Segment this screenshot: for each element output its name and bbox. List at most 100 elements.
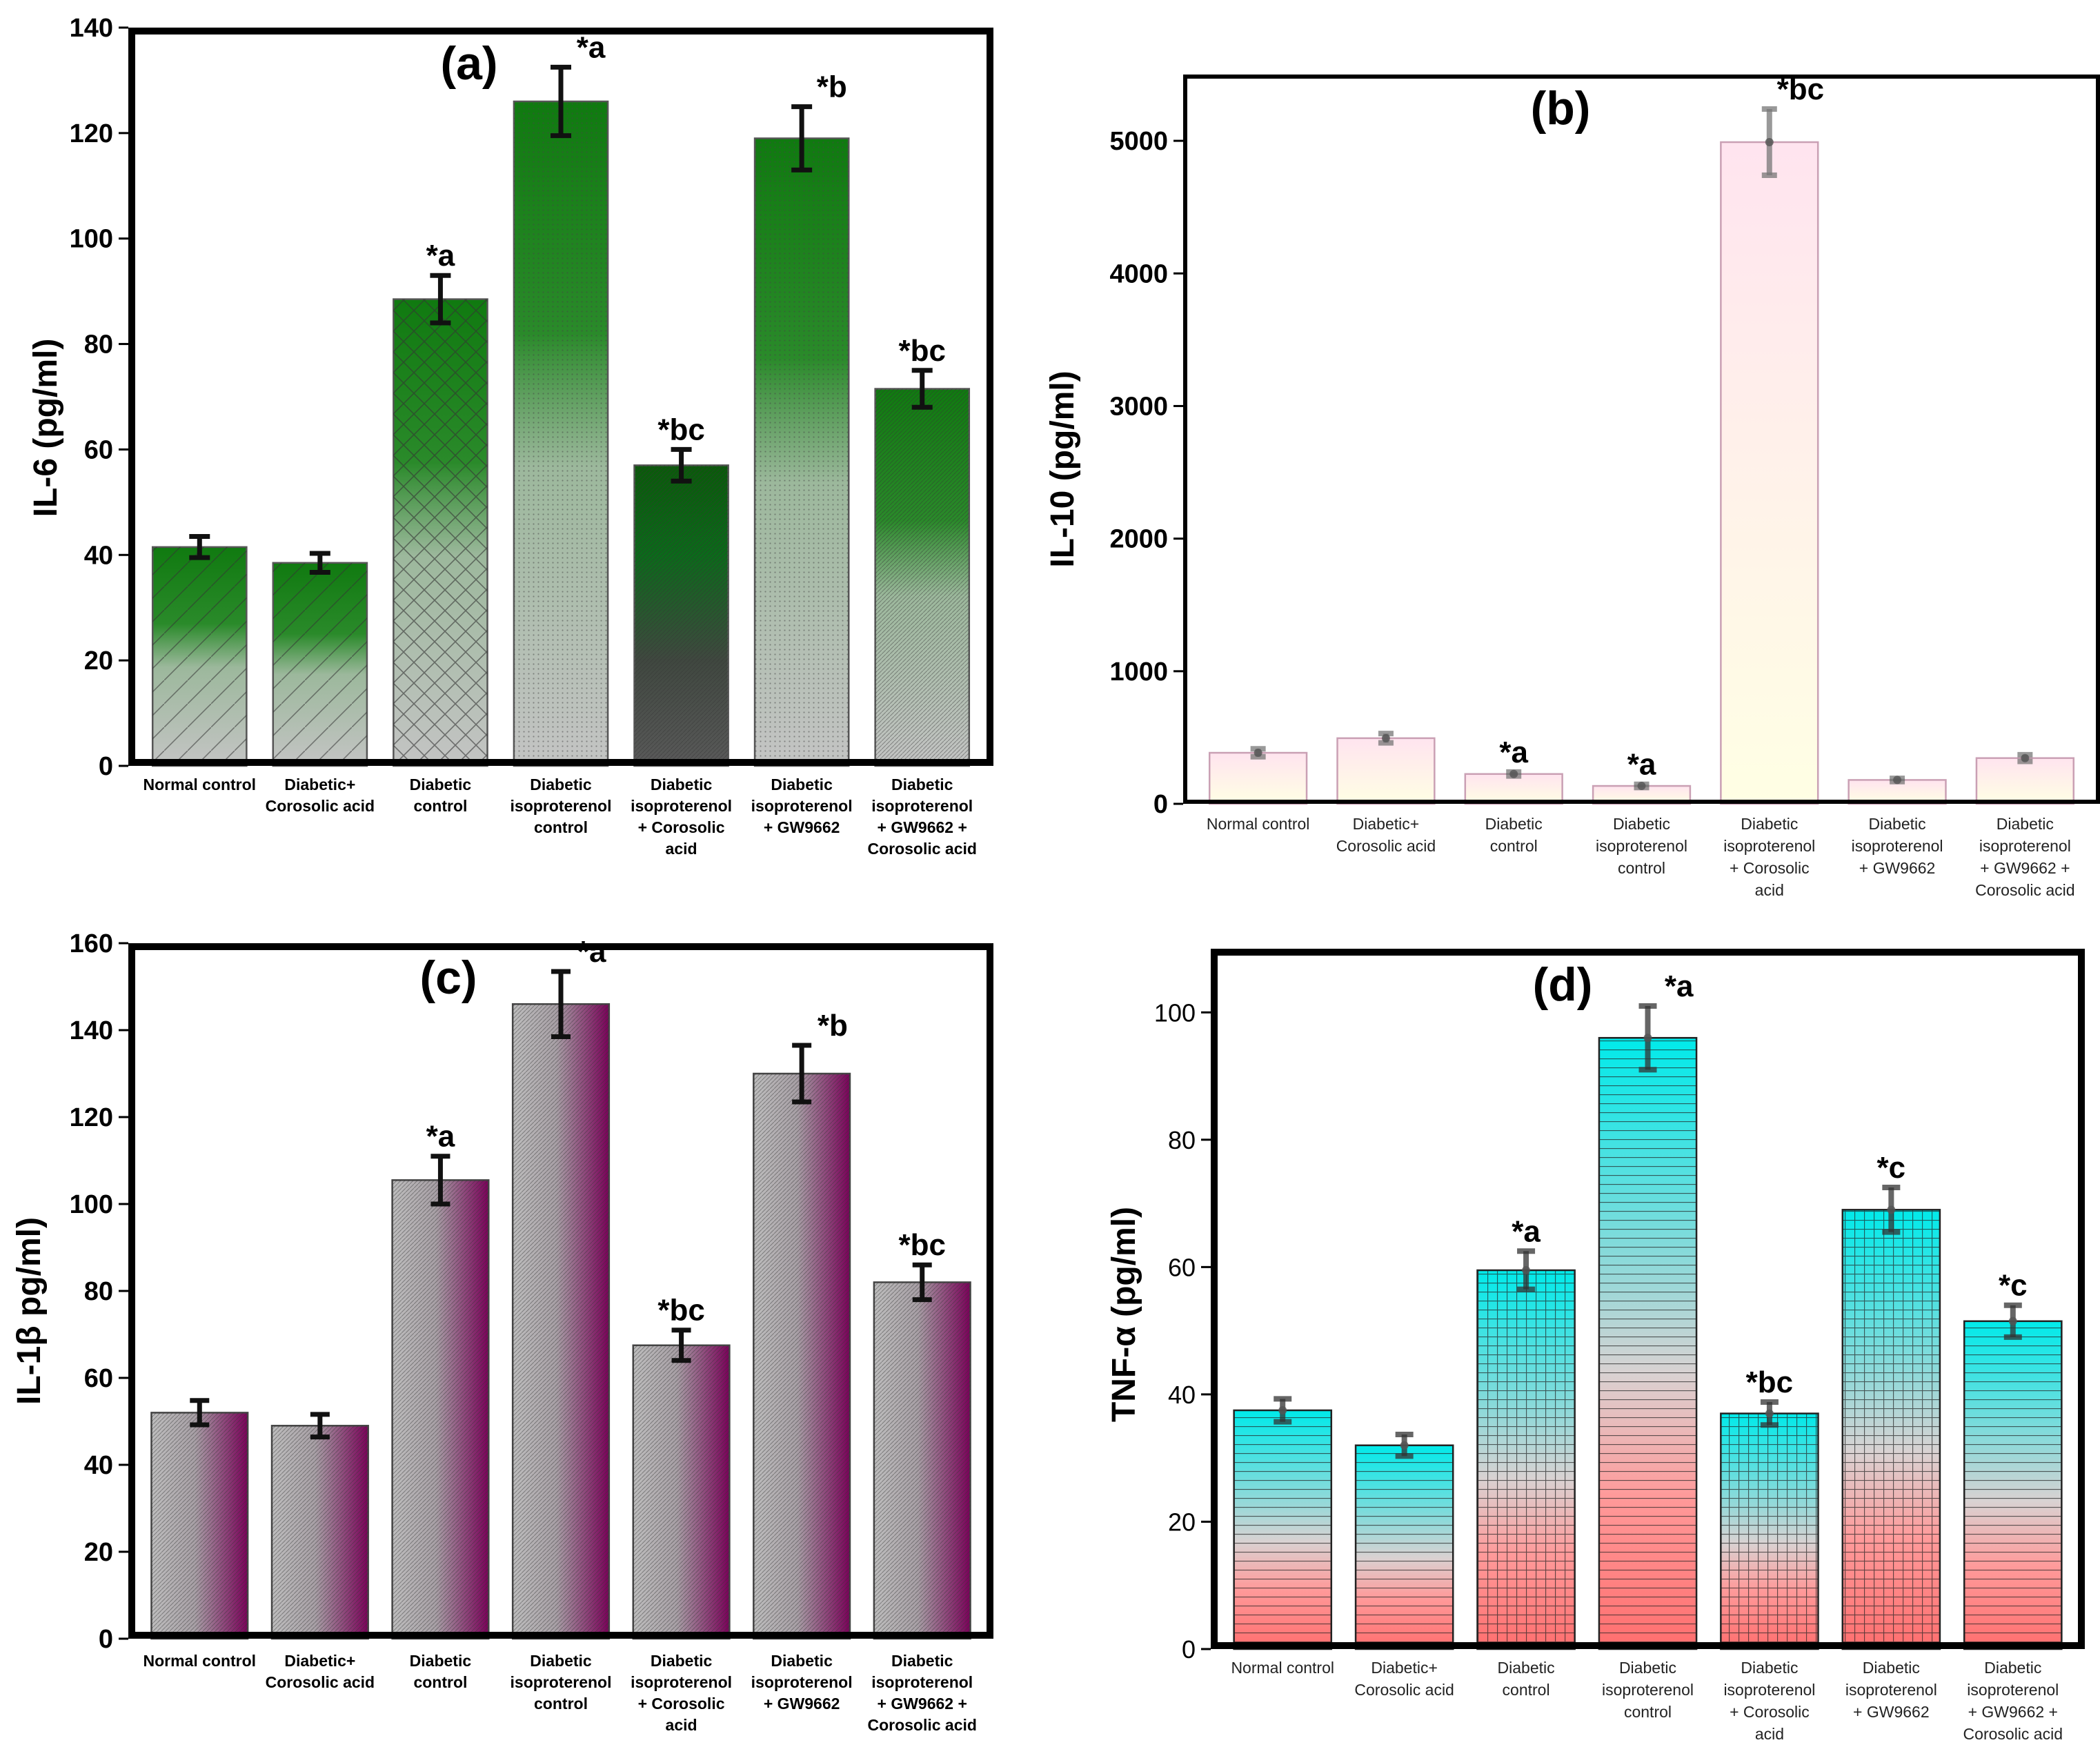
significance-label: *c	[1999, 1269, 2028, 1303]
x-category-label: Diabetic	[410, 1652, 472, 1670]
x-category-label: Normal control	[143, 1652, 256, 1670]
bar	[1720, 141, 1819, 805]
significance-label: *a	[577, 30, 606, 64]
panel-b: 0 1000 2000 3000 4000 5000 Normal control Diabe…	[1044, 72, 2100, 899]
y-tick-label: 80	[84, 331, 113, 359]
bar-hatch	[875, 388, 969, 766]
x-category-label: control	[534, 1695, 588, 1713]
bar-hatch	[755, 138, 849, 766]
mean-marker	[1381, 733, 1390, 742]
bar-hatch	[1356, 1445, 1454, 1649]
x-category-label: isoproterenol	[1852, 837, 1943, 855]
mean-marker	[1887, 1205, 1896, 1214]
x-category-label: Diabetic	[771, 1652, 833, 1670]
y-tick-label: 80	[1168, 1126, 1196, 1154]
panel-title: (c)	[419, 951, 477, 1004]
x-category-label: Diabetic	[1741, 815, 1798, 833]
x-category-label: isoproterenol	[631, 797, 732, 815]
x-category-label: Diabetic+	[1353, 815, 1420, 833]
y-tick-label: 20	[84, 1538, 113, 1567]
x-category-label: + GW9662	[764, 818, 840, 836]
x-category-label: Diabetic	[1984, 1659, 2041, 1677]
mean-marker	[1254, 749, 1262, 758]
x-category-label: Corosolic acid	[266, 1673, 375, 1691]
y-tick-label: 0	[1153, 790, 1168, 819]
x-category-label: + Corosolic	[1730, 1703, 1810, 1721]
x-category-label: isoproterenol	[1979, 837, 2071, 855]
x-category-label: Diabetic	[1619, 1659, 1676, 1677]
y-tick-label: 120	[70, 119, 113, 148]
mean-marker	[2008, 1316, 2017, 1325]
bar	[1975, 757, 2075, 805]
y-tick-label: 0	[1182, 1635, 1196, 1664]
x-category-label: isoproterenol	[511, 1673, 612, 1691]
bar-hatch	[152, 546, 247, 766]
x-category-label: isoproterenol	[1596, 837, 1687, 855]
significance-label: *a	[426, 1120, 455, 1154]
mean-marker	[1637, 782, 1646, 791]
x-category-label: + GW9662 +	[1980, 859, 2070, 877]
x-category-label: Corosolic acid	[867, 840, 976, 858]
y-tick-label: 20	[84, 647, 113, 675]
significance-label: *a	[1665, 969, 1694, 1003]
x-category-label: Diabetic+	[1371, 1659, 1438, 1677]
x-category-label: Diabetic	[651, 1652, 713, 1670]
y-tick-label: 40	[84, 1451, 113, 1480]
bar	[1336, 737, 1436, 805]
x-category-label: Corosolic acid	[1336, 837, 1436, 855]
significance-label: *bc	[657, 1294, 704, 1328]
y-tick-label: 4000	[1109, 259, 1168, 288]
x-category-label: control	[1624, 1703, 1672, 1721]
x-category-label: Diabetic	[530, 776, 592, 793]
x-category-label: + GW9662	[1853, 1703, 1930, 1721]
bar-hatch	[272, 1425, 368, 1639]
y-axis-label: IL-6 (pg/ml)	[28, 339, 64, 517]
y-tick-label: 100	[70, 225, 113, 254]
x-category-label: Corosolic acid	[1963, 1725, 2063, 1743]
significance-label: *bc	[898, 1228, 945, 1262]
x-category-label: Normal control	[1231, 1659, 1334, 1677]
x-category-label: isoproterenol	[1967, 1681, 2059, 1699]
x-category-label: + Corosolic	[638, 1695, 725, 1713]
x-category-label: Normal control	[143, 776, 256, 793]
y-tick-label: 60	[84, 435, 113, 464]
x-category-label: Diabetic	[771, 776, 833, 793]
x-category-label: Diabetic	[891, 776, 953, 793]
bar-hatch	[634, 465, 729, 766]
x-category-label: Diabetic	[1498, 1659, 1555, 1677]
x-category-label: isoproterenol	[751, 797, 853, 815]
x-category-label: control	[413, 1673, 467, 1691]
y-tick-label: 40	[84, 541, 113, 570]
y-tick-label: 60	[1168, 1253, 1196, 1281]
significance-label: *a	[577, 935, 606, 969]
y-tick-label: 1000	[1109, 658, 1168, 687]
x-category-label: isoproterenol	[1602, 1681, 1694, 1699]
bar-hatch	[1964, 1321, 2062, 1649]
significance-label: *bc	[898, 334, 945, 368]
x-category-label: Diabetic	[1613, 815, 1670, 833]
panel-d: 0 20 40 60 80 100 Normal control Diabetic+ Coros…	[1106, 949, 2085, 1743]
significance-label: *bc	[657, 413, 704, 446]
plot-frame	[128, 943, 993, 1639]
significance-label: *a	[1499, 736, 1528, 769]
y-tick-label: 100	[1154, 998, 1196, 1027]
x-category-label: Diabetic	[1863, 1659, 1920, 1677]
bar-hatch	[753, 1074, 850, 1639]
x-category-label: + GW9662 +	[1968, 1703, 2058, 1721]
panel-a: 0 20 40 60 80 100 120 140 Normal control Diabetic…	[28, 14, 993, 858]
x-category-label: isoproterenol	[751, 1673, 853, 1691]
y-tick-label: 140	[70, 1016, 113, 1045]
x-category-label: acid	[666, 840, 697, 858]
x-category-label: + GW9662	[764, 1695, 840, 1713]
x-category-label: Diabetic	[410, 776, 472, 793]
x-category-label: control	[1503, 1681, 1550, 1699]
x-category-label: acid	[1755, 1725, 1784, 1743]
y-tick-label: 140	[70, 14, 113, 43]
y-tick-label: 120	[70, 1103, 113, 1132]
x-category-label: Normal control	[1207, 815, 1310, 833]
plot-frame	[1211, 949, 2085, 1649]
bar-hatch	[273, 562, 367, 766]
x-category-label: + GW9662 +	[878, 818, 967, 836]
y-tick-label: 20	[1168, 1508, 1196, 1536]
bar-hatch	[393, 299, 488, 766]
